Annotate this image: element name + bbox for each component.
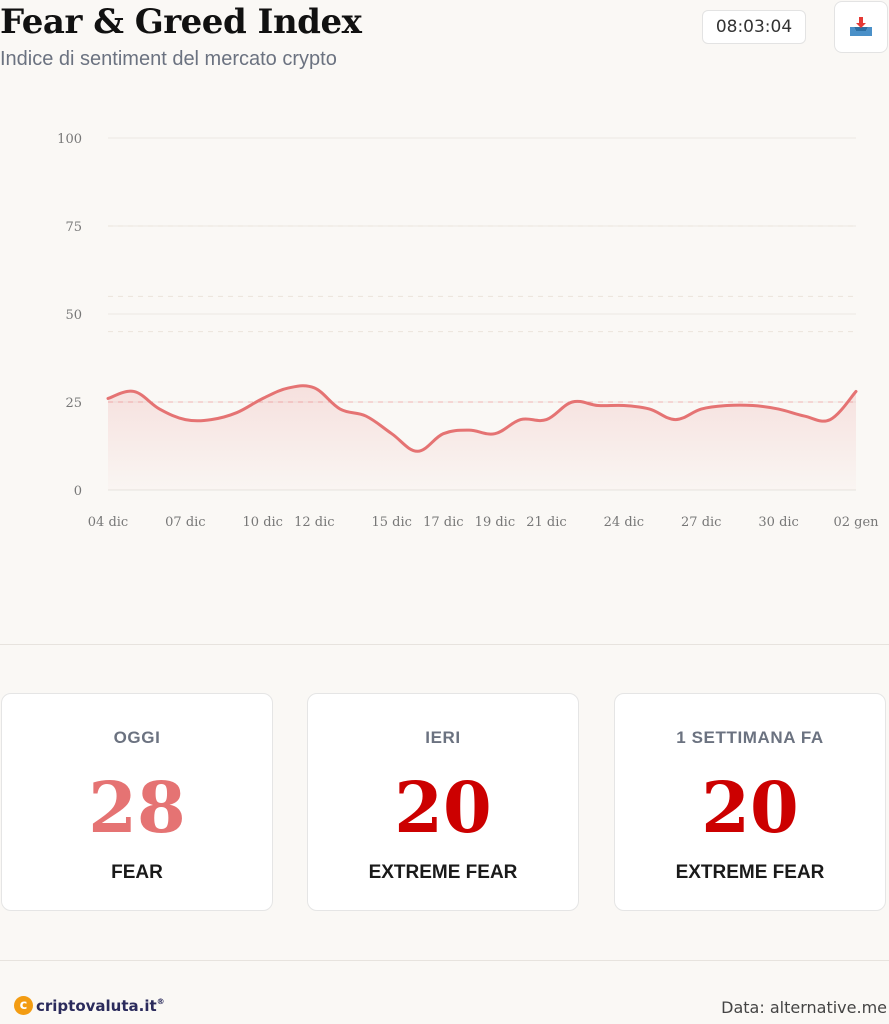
chart-x-tick-label: 27 dic <box>681 515 721 530</box>
card-classification: EXTREME FEAR <box>675 862 825 883</box>
download-button[interactable] <box>834 1 888 53</box>
chart-series-line <box>106 384 858 453</box>
card-yesterday: IERI 20 EXTREME FEAR <box>307 693 579 911</box>
chart-x-axis: 04 dic 07 dic 10 dic 12 dic 15 dic 17 dic 19 d… <box>88 515 879 530</box>
card-label: IERI <box>425 728 461 747</box>
chart-x-tick-label: 02 gen <box>833 515 879 530</box>
chart-x-tick-label: 12 dic <box>294 515 334 530</box>
card-value: 20 <box>701 766 799 849</box>
card-value: 28 <box>88 766 186 849</box>
chart-x-tick-label: 30 dic <box>758 515 798 530</box>
data-source: Data: alternative.me <box>721 998 887 1017</box>
time-badge: 08:03:04 <box>702 10 806 44</box>
page-subtitle: Indice di sentiment del mercato crypto <box>0 48 337 70</box>
logo-c-icon: c <box>14 996 33 1015</box>
download-tray-icon <box>850 17 872 36</box>
card-last-week: 1 SETTIMANA FA 20 EXTREME FEAR <box>614 693 886 911</box>
chart-y-tick-label: 50 <box>65 308 82 323</box>
card-label: OGGI <box>113 728 161 747</box>
chart-y-tick-label: 25 <box>65 396 82 411</box>
logo-text: criptovaluta.it® <box>36 996 165 1015</box>
chart-x-tick-label: 19 dic <box>475 515 515 530</box>
card-classification: EXTREME FEAR <box>368 862 518 883</box>
chart-x-tick-label: 07 dic <box>165 515 205 530</box>
chart-y-axis: 0 25 50 75 100 <box>57 132 82 499</box>
chart-y-tick-label: 75 <box>65 220 82 235</box>
chart-area-fill <box>108 385 856 490</box>
chart-x-tick-label: 15 dic <box>372 515 412 530</box>
card-today: OGGI 28 FEAR <box>1 693 273 911</box>
chart-x-tick-label: 24 dic <box>604 515 644 530</box>
card-value: 20 <box>394 766 492 849</box>
chart-y-tick-label: 100 <box>57 132 82 147</box>
chart-x-tick-label: 04 dic <box>88 515 128 530</box>
fear-greed-chart: 0 25 50 75 100 04 dic 07 dic 10 dic 12 dic 15 di… <box>57 132 879 530</box>
card-classification: FEAR <box>111 862 163 883</box>
section-divider <box>0 644 889 645</box>
chart-x-tick-label: 10 dic <box>243 515 283 530</box>
footer-divider <box>0 960 889 961</box>
brand-logo[interactable]: c criptovaluta.it® <box>14 996 165 1015</box>
card-label: 1 SETTIMANA FA <box>676 728 824 747</box>
chart-y-tick-label: 0 <box>74 484 82 499</box>
chart-x-tick-label: 21 dic <box>526 515 566 530</box>
chart-reference-lines <box>108 225 856 403</box>
page-title: Fear & Greed Index <box>0 2 362 42</box>
chart-x-tick-label: 17 dic <box>423 515 463 530</box>
